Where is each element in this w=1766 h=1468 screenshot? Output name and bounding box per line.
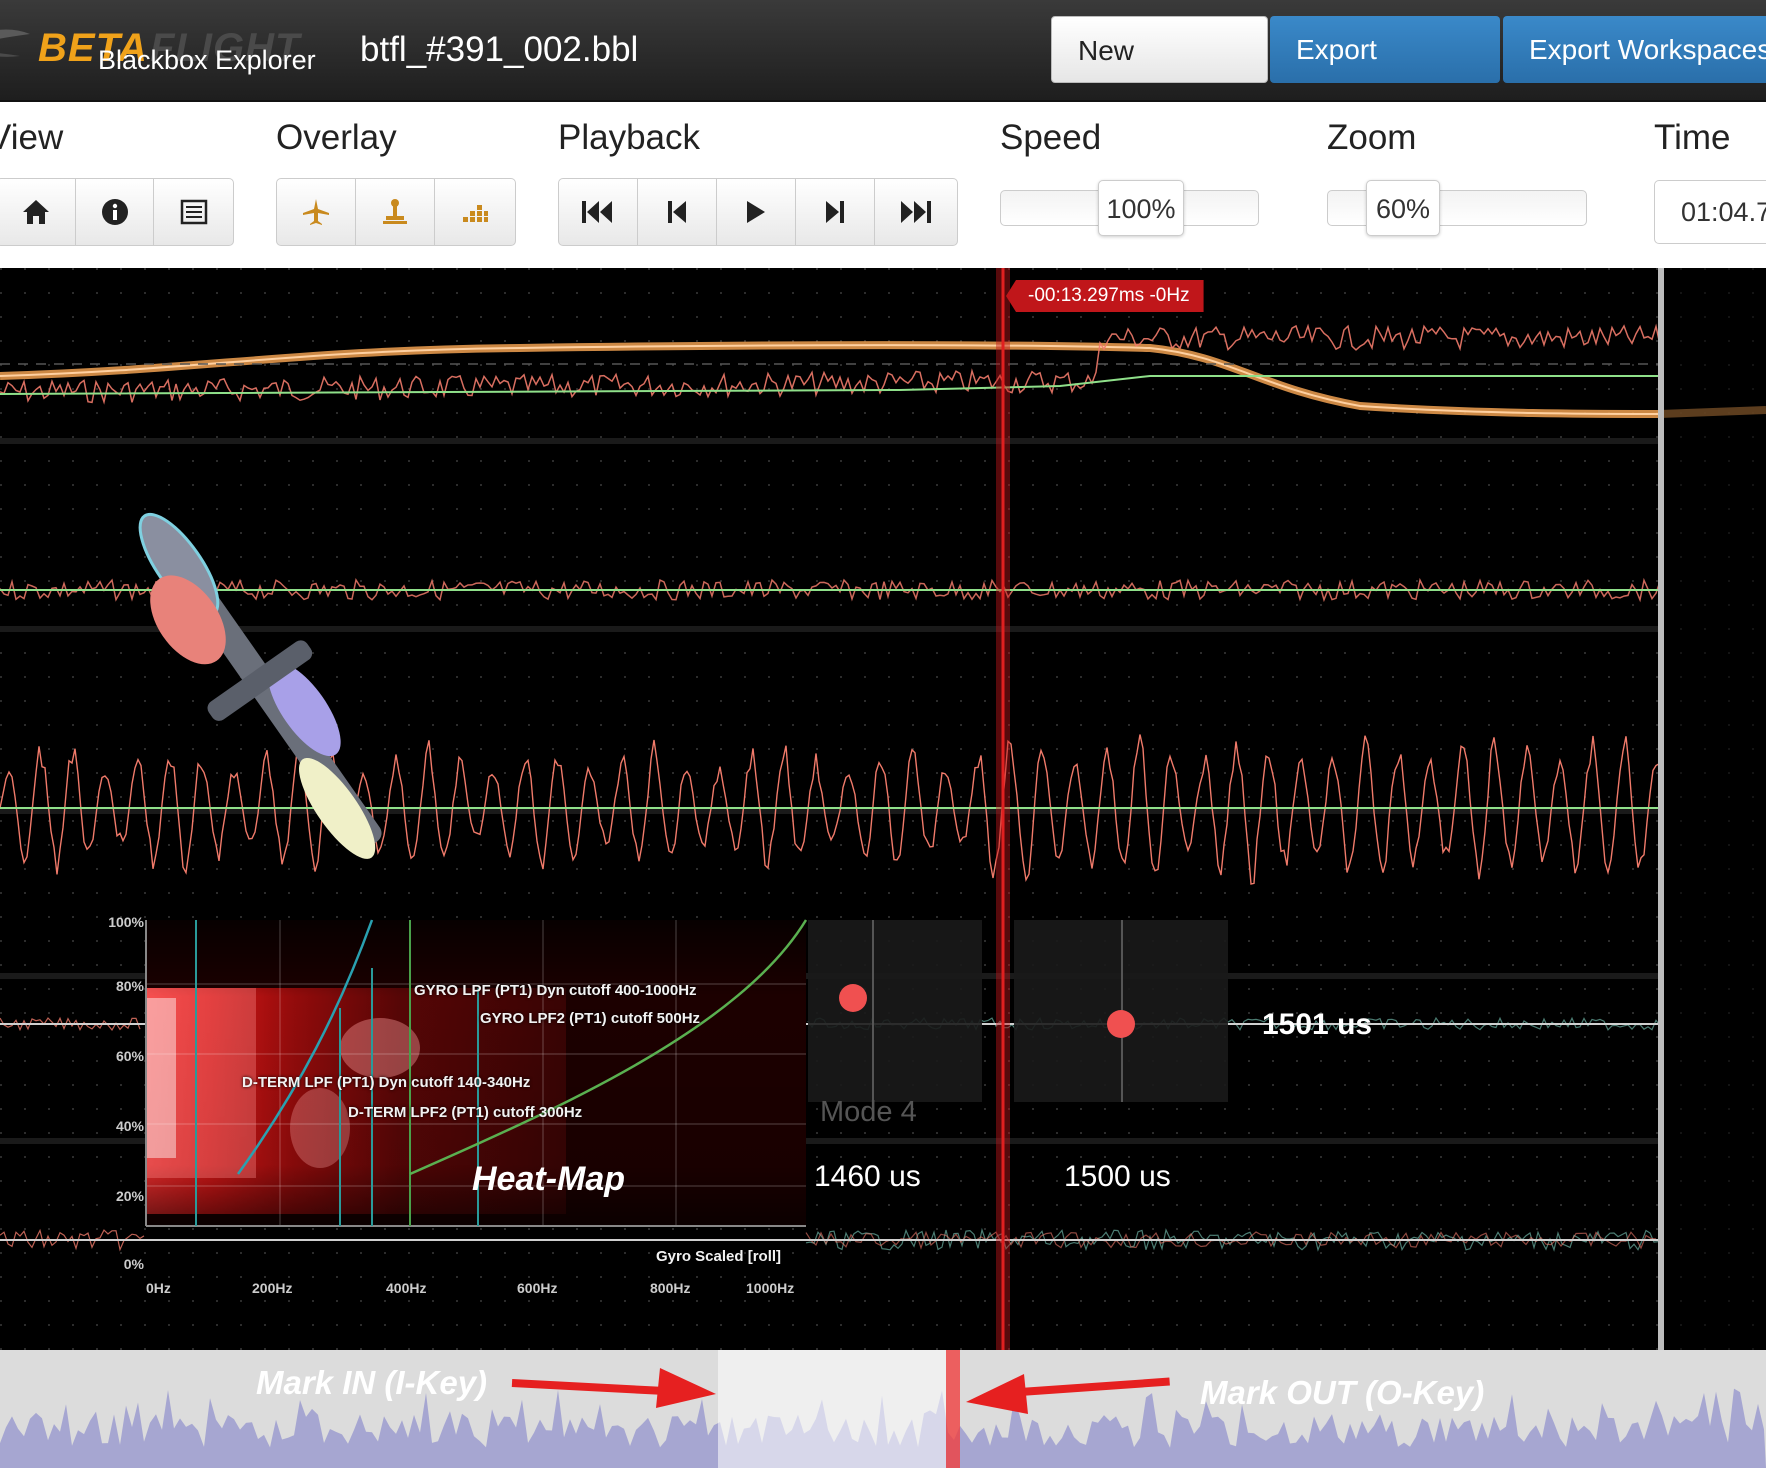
right-stick-value: 1500 us <box>1064 1160 1171 1193</box>
heatmap-ytick: 60% <box>115 1048 144 1064</box>
export-workspaces-button[interactable]: Export Workspaces <box>1503 16 1766 83</box>
step-forward-icon <box>826 201 844 223</box>
speed-slider[interactable]: 100% <box>1000 180 1259 236</box>
heatmap-xtick: 1000Hz <box>746 1280 795 1296</box>
speed-slider-handle[interactable]: 100% <box>1098 180 1184 236</box>
skip-to-start-button[interactable] <box>559 179 638 245</box>
heatmap-xtick: 600Hz <box>517 1280 558 1296</box>
marked-region <box>718 1350 946 1468</box>
log-graph-canvas[interactable]: -00:13.297ms -0Hz 100% 80% 60% 40% 20% 0… <box>0 268 1766 1350</box>
home-button[interactable] <box>0 179 76 245</box>
time-input[interactable]: 01:04.7 <box>1654 180 1766 244</box>
right-stick-position <box>1107 1010 1135 1038</box>
step-forward-button[interactable] <box>796 179 875 245</box>
logo-beta: BETA <box>38 26 148 70</box>
vibration-line <box>0 734 1660 885</box>
info-button[interactable] <box>76 179 155 245</box>
heatmap-xtick: 400Hz <box>386 1280 427 1296</box>
gyro-traces <box>0 323 1661 1252</box>
seek-bar[interactable]: Mark IN (I-Key) Mark OUT (O-Key) <box>0 1350 1766 1468</box>
cursor-time-label: -00:13.297ms -0Hz <box>1006 280 1204 312</box>
stick-mode-label: Mode 4 <box>820 1096 917 1128</box>
new-window-button[interactable]: New Window <box>1051 16 1268 133</box>
step-back-icon <box>668 201 686 223</box>
info-icon <box>101 199 128 225</box>
speed-group-label: Speed <box>1000 118 1102 157</box>
heatmap-xtick: 0Hz <box>146 1280 171 1296</box>
top-bar: BETA FLIGHT Blackbox Explorer btfl_#391_… <box>0 0 1766 133</box>
logo-flight: FLIGHT <box>150 26 301 70</box>
left-stick-position <box>839 984 867 1012</box>
overlay-group-label: Overlay <box>276 118 397 157</box>
heatmap-ytick: 0% <box>123 1256 144 1272</box>
trace-line <box>0 323 1661 405</box>
seekbar-svg <box>0 1350 1766 1468</box>
analyser-overlay-button[interactable] <box>435 179 514 245</box>
trace-line <box>805 1227 1659 1252</box>
heatmap-ytick: 40% <box>115 1118 144 1134</box>
gyro-lpf2-annotation: GYRO LPF2 (PT1) cutoff 500Hz <box>480 1010 701 1027</box>
seekbar-cursor[interactable] <box>946 1350 960 1468</box>
stick-icon <box>383 199 407 224</box>
time-group-label: Time <box>1654 118 1731 157</box>
skip-to-end-button[interactable] <box>875 179 954 245</box>
list-button[interactable] <box>154 179 233 245</box>
skip-end-icon <box>900 201 931 223</box>
zoom-group-label: Zoom <box>1327 118 1417 157</box>
sticks-overlay-button[interactable] <box>356 179 435 245</box>
heatmap-analyser <box>145 919 808 1227</box>
craft-3d-model <box>138 512 382 859</box>
skip-start-icon <box>582 201 612 223</box>
gyro-lpf-annotation: GYRO LPF (PT1) Dyn cutoff 400-1000Hz <box>414 982 697 999</box>
trace-line <box>0 577 1661 603</box>
play-button[interactable] <box>717 179 796 245</box>
annotation-arrows <box>511 1368 1170 1414</box>
heatmap-field-label: Gyro Scaled [roll] <box>656 1248 782 1265</box>
trace-line <box>805 1230 1657 1250</box>
heatmap-ytick: 80% <box>115 978 144 994</box>
view-group-label: View <box>0 118 64 157</box>
stick-value-overlay: 1501 us <box>1262 1008 1373 1041</box>
export-video-button[interactable]: Export video... <box>1270 16 1500 132</box>
log-filename: btfl_#391_002.bbl <box>360 30 639 69</box>
graph-svg <box>0 268 1766 1350</box>
heatmap-xtick: 200Hz <box>252 1280 293 1296</box>
mark-in-label: Mark IN (I-Key) <box>256 1364 488 1401</box>
overlay-button-group <box>276 178 516 246</box>
dterm-lpf2-annotation: D-TERM LPF2 (PT1) cutoff 300Hz <box>348 1104 583 1121</box>
left-stick-value: 1460 us <box>814 1160 921 1193</box>
step-back-button[interactable] <box>638 179 717 245</box>
list-icon <box>180 199 207 225</box>
aircraft-icon <box>303 199 329 225</box>
playback-button-group <box>558 178 958 246</box>
propeller-logo-icon <box>0 29 30 57</box>
spectrum-icon <box>462 205 488 222</box>
heatmap-ytick: 20% <box>115 1188 144 1204</box>
mark-out-label: Mark OUT (O-Key) <box>1200 1374 1485 1411</box>
trace-line <box>0 1228 145 1252</box>
craft-overlay-button[interactable] <box>277 179 356 245</box>
left-stick-box <box>808 920 982 1102</box>
view-button-group <box>0 178 234 246</box>
zoom-slider-handle[interactable]: 60% <box>1366 180 1440 236</box>
zoom-slider[interactable]: 60% <box>1327 180 1587 236</box>
heatmap-ytick: 100% <box>108 914 144 930</box>
dterm-lpf-annotation: D-TERM LPF (PT1) Dyn cutoff 140-340Hz <box>242 1074 531 1091</box>
heatmap-title: Heat-Map <box>472 1160 626 1198</box>
app-title: Blackbox Explorer <box>98 45 316 75</box>
play-icon <box>747 201 765 223</box>
heatmap-xtick: 800Hz <box>650 1280 691 1296</box>
home-icon <box>22 200 49 224</box>
motor-vibration-trace <box>0 734 1660 885</box>
playback-group-label: Playback <box>558 118 701 157</box>
